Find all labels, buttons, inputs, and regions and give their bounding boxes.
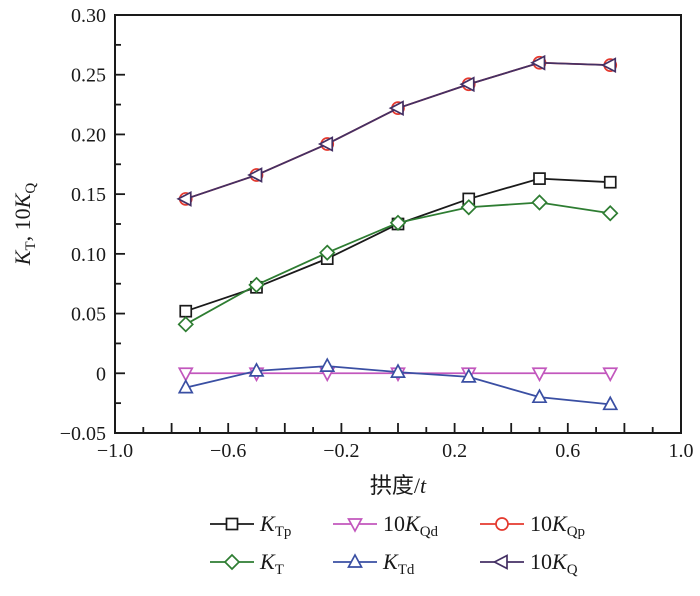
marker-K_Td: [248, 362, 265, 377]
marker-K_Td: [460, 368, 477, 383]
marker-K_T: [319, 244, 336, 261]
marker-K_Td: [531, 388, 548, 404]
marker-K_T: [460, 199, 477, 216]
x-tick-label: −0.6: [210, 440, 246, 462]
legend-marker-K_T: [223, 553, 241, 571]
legend-marker-10K_Qp: [495, 517, 509, 531]
marker-K_Td: [319, 357, 336, 372]
y-tick-label: 0.20: [71, 124, 106, 146]
x-tick-label: −0.2: [323, 440, 359, 462]
series-line-K_Tp: [185, 177, 611, 313]
legend-marker-10K_Q: [492, 554, 508, 570]
marker-K_Td: [390, 363, 406, 378]
legend-item-K_Tp: KTp: [210, 511, 291, 540]
marker-10K_Q: [459, 76, 475, 93]
legend-label-K_Tp: KTp: [259, 511, 291, 540]
marker-10K_Qd: [177, 367, 194, 383]
marker-K_T: [389, 214, 407, 232]
marker-10K_Q: [247, 167, 263, 183]
marker-10K_Qd: [602, 367, 619, 383]
y-axis-label: KT, 10KQ: [10, 183, 39, 267]
x-tick-label: 0.6: [555, 440, 580, 462]
marker-K_T: [602, 205, 619, 222]
legend-marker-K_Tp: [225, 517, 239, 531]
marker-K_T: [177, 316, 194, 333]
y-tick-label: −0.05: [60, 423, 106, 445]
legend-item-10K_Q: 10KQ: [480, 549, 578, 578]
legend-label-10K_Qd: 10KQd: [383, 511, 439, 540]
marker-K_Tp: [603, 175, 617, 189]
y-tick-label: 0.25: [71, 65, 106, 87]
x-axis-label: 拱度/t: [370, 473, 427, 498]
x-tick-label: 0.2: [442, 440, 467, 462]
marker-10K_Q: [176, 191, 192, 207]
y-tick-label: 0: [96, 363, 106, 385]
marker-K_Tp: [179, 304, 193, 318]
marker-10K_Q: [600, 57, 617, 74]
legend-marker-10K_Qd: [347, 518, 363, 533]
y-tick-label: 0.05: [71, 304, 106, 326]
legend-item-10K_Qp: 10KQp: [480, 511, 585, 540]
marker-K_Tp: [533, 172, 546, 185]
x-tick-label: 1.0: [669, 440, 694, 462]
marker-K_Td: [177, 378, 194, 394]
y-tick-label: 0.15: [71, 184, 106, 206]
legend-label-K_Td: KTd: [382, 549, 415, 578]
legend-label-K_T: KT: [259, 549, 284, 578]
marker-10K_Qd: [531, 367, 548, 383]
y-tick-label: 0.30: [71, 5, 106, 27]
marker-K_Td: [602, 395, 619, 411]
legend-label-10K_Qp: 10KQp: [530, 511, 585, 540]
legend-item-K_T: KT: [210, 549, 284, 578]
legend-item-K_Td: KTd: [333, 549, 415, 578]
legend-marker-K_Td: [347, 553, 363, 568]
legend-item-10K_Qd: 10KQd: [333, 511, 439, 540]
marker-K_T: [531, 194, 548, 211]
y-tick-label: 0.10: [71, 244, 106, 266]
marker-10K_Q: [530, 54, 546, 71]
marker-K_T: [248, 276, 265, 294]
legend-label-10K_Q: 10KQ: [530, 549, 578, 578]
x-tick-label: −1.0: [97, 440, 133, 462]
marker-10K_Q: [317, 136, 334, 152]
marker-10K_Q: [388, 100, 404, 117]
plot-frame: [114, 14, 682, 434]
